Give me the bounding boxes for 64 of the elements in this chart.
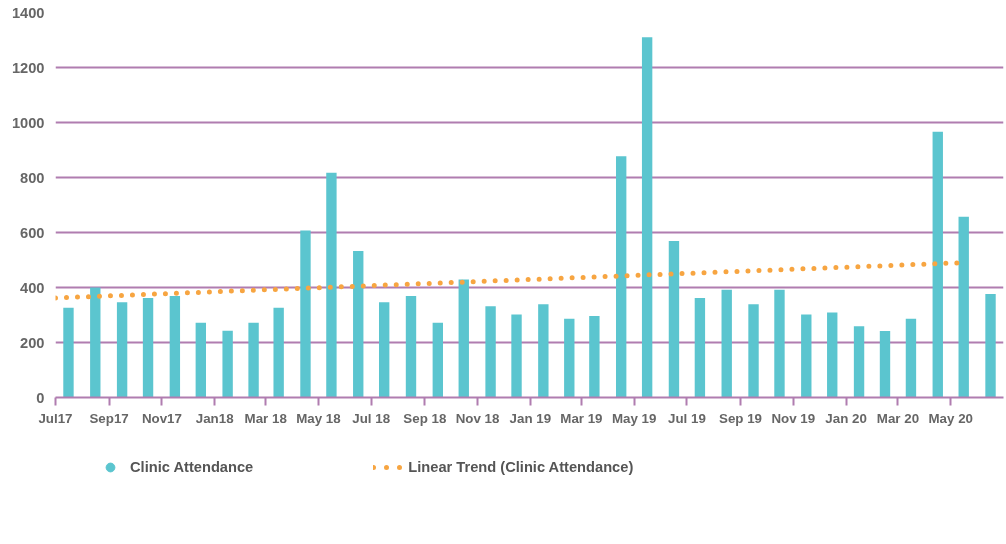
bar xyxy=(405,296,417,398)
bar xyxy=(641,37,653,398)
bar xyxy=(668,241,680,398)
bar xyxy=(538,304,549,398)
bar xyxy=(932,131,943,398)
bar xyxy=(458,279,469,398)
bar xyxy=(879,330,891,398)
legend-label: Clinic Attendance xyxy=(130,459,254,475)
x-tick-label: Sep17 xyxy=(89,410,129,426)
bar xyxy=(116,302,128,398)
y-tick-label: 1400 xyxy=(11,4,45,21)
bar xyxy=(694,297,706,398)
x-tick-label: Jan18 xyxy=(195,410,234,426)
x-tick-label: Mar 20 xyxy=(876,410,920,426)
bar xyxy=(905,318,917,398)
bar xyxy=(432,322,443,398)
bar xyxy=(721,289,732,398)
y-tick-label: 0 xyxy=(36,389,45,406)
x-tick-label: Jan 19 xyxy=(509,410,552,426)
bar xyxy=(774,289,785,398)
x-tick-label: May 18 xyxy=(296,410,341,426)
y-tick-label: 1200 xyxy=(11,59,45,76)
bar xyxy=(326,172,337,398)
x-tick-label: Jan 20 xyxy=(825,410,867,426)
x-tick-label: Nov17 xyxy=(141,410,182,426)
x-tick-label: Sep 19 xyxy=(719,410,763,426)
bar xyxy=(564,318,575,398)
y-tick-label: 400 xyxy=(20,279,45,296)
x-tick-label: Jul17 xyxy=(38,410,73,426)
bar xyxy=(958,216,969,398)
bar xyxy=(827,312,838,398)
x-tick-label: Jul 18 xyxy=(352,410,391,426)
y-tick-label: 800 xyxy=(20,169,45,186)
x-tick-label: Mar 18 xyxy=(244,410,287,426)
x-tick-label: Nov 19 xyxy=(771,410,816,426)
bar xyxy=(90,287,101,398)
bar xyxy=(142,297,154,398)
bar xyxy=(589,316,600,398)
x-tick-label: Sep 18 xyxy=(403,410,447,426)
bar xyxy=(379,302,390,398)
bar xyxy=(853,326,865,398)
bar xyxy=(748,304,759,398)
bar xyxy=(801,314,812,398)
bar xyxy=(616,156,627,398)
bar xyxy=(511,314,522,398)
bar xyxy=(63,307,74,398)
bar xyxy=(300,230,311,398)
bar xyxy=(169,296,181,398)
bar xyxy=(195,322,206,398)
bar xyxy=(248,322,259,398)
x-tick-label: May 19 xyxy=(611,410,657,426)
bar xyxy=(353,250,364,398)
y-tick-label: 200 xyxy=(20,334,45,351)
x-tick-label: Mar 19 xyxy=(560,410,603,426)
bar xyxy=(273,307,284,398)
bar xyxy=(985,294,996,398)
x-tick-label: Jul 19 xyxy=(668,410,706,426)
bar xyxy=(485,306,496,398)
y-tick-label: 600 xyxy=(20,224,45,241)
bar xyxy=(222,330,233,398)
y-tick-label: 1000 xyxy=(11,114,45,131)
x-tick-label: May 20 xyxy=(928,410,973,426)
legend-label: Linear Trend (Clinic Attendance) xyxy=(408,459,634,475)
x-tick-label: Nov 18 xyxy=(455,410,500,426)
